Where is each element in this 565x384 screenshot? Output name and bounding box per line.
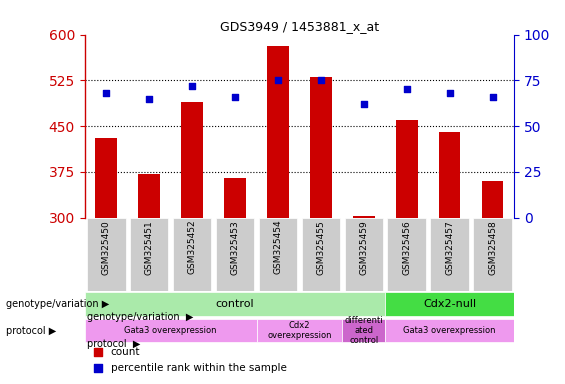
FancyBboxPatch shape [473,218,512,291]
FancyBboxPatch shape [302,218,340,291]
Text: percentile rank within the sample: percentile rank within the sample [111,363,286,373]
FancyBboxPatch shape [385,319,514,343]
Point [359,101,368,107]
Point [231,94,240,100]
FancyBboxPatch shape [85,292,385,316]
Point [402,86,411,93]
Point [488,94,497,100]
FancyBboxPatch shape [345,218,383,291]
Bar [138,174,160,218]
Bar [439,132,460,218]
Bar [482,181,503,218]
Bar [396,120,418,218]
Point [188,83,197,89]
Text: GSM325458: GSM325458 [488,220,497,275]
FancyBboxPatch shape [216,218,254,291]
Text: genotype/variation ▶: genotype/variation ▶ [6,299,109,309]
Text: Gata3 overexpression: Gata3 overexpression [124,326,217,335]
Text: count: count [111,347,140,357]
FancyBboxPatch shape [342,319,385,343]
Text: GSM325451: GSM325451 [145,220,154,275]
Point [93,349,102,355]
Text: Cdx2
overexpression: Cdx2 overexpression [267,321,332,340]
FancyBboxPatch shape [257,319,342,343]
Text: Gata3 overexpression: Gata3 overexpression [403,326,496,335]
FancyBboxPatch shape [173,218,211,291]
FancyBboxPatch shape [431,218,469,291]
Bar [95,138,117,218]
Bar [310,77,332,218]
FancyBboxPatch shape [385,292,514,316]
FancyBboxPatch shape [259,218,297,291]
Point [273,77,282,83]
Point [445,90,454,96]
Title: GDS3949 / 1453881_x_at: GDS3949 / 1453881_x_at [220,20,379,33]
Bar [224,178,246,218]
Point [102,90,111,96]
Point [93,365,102,371]
Bar [267,46,289,218]
FancyBboxPatch shape [85,319,257,343]
Text: GSM325452: GSM325452 [188,220,197,275]
Bar [181,102,203,218]
Text: control: control [216,299,254,309]
Text: GSM325457: GSM325457 [445,220,454,275]
Text: Cdx2-null: Cdx2-null [423,299,476,309]
Point [145,96,154,102]
Text: genotype/variation  ▶: genotype/variation ▶ [87,312,193,322]
Bar [353,216,375,218]
Text: GSM325454: GSM325454 [273,220,282,275]
Point [316,77,325,83]
Text: GSM325455: GSM325455 [316,220,325,275]
FancyBboxPatch shape [87,218,125,291]
FancyBboxPatch shape [130,218,168,291]
Text: GSM325450: GSM325450 [102,220,111,275]
Text: protocol  ▶: protocol ▶ [87,339,140,349]
Text: protocol ▶: protocol ▶ [6,326,56,336]
FancyBboxPatch shape [388,218,426,291]
Text: GSM325459: GSM325459 [359,220,368,275]
Text: GSM325456: GSM325456 [402,220,411,275]
Text: GSM325453: GSM325453 [231,220,240,275]
Text: differenti
ated
control: differenti ated control [345,316,383,346]
